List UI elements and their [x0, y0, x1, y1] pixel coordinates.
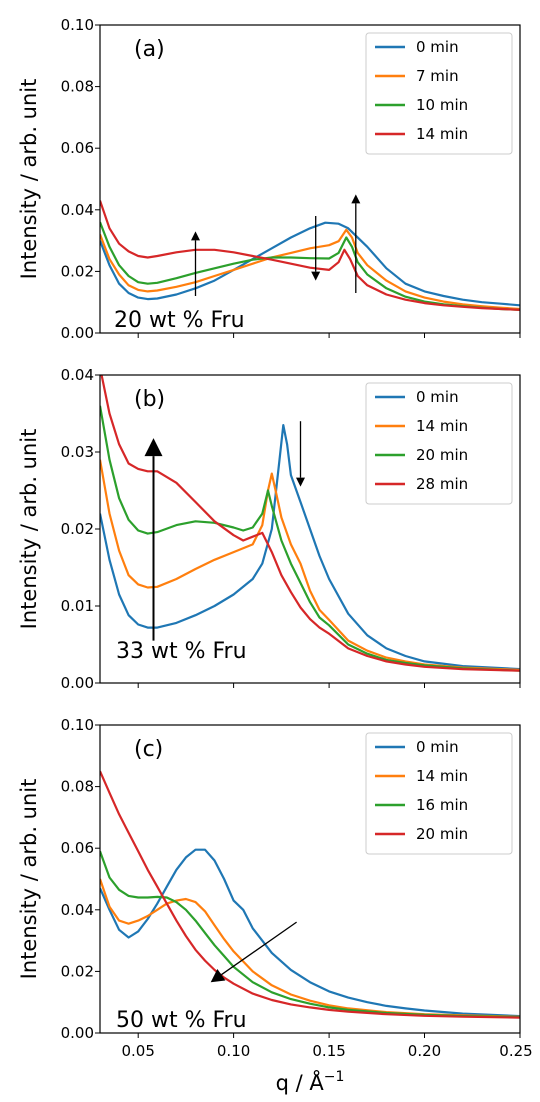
panel-b-legend: 0 min 14 min 20 min 28 min	[365, 382, 513, 505]
panel-a-lines	[100, 200, 520, 311]
panel-c-lines	[100, 770, 520, 1019]
panel-b-frame	[99, 374, 521, 684]
panel-b-annotation: 33 wt % Fru	[116, 639, 247, 664]
legend-label: 0 min	[416, 38, 459, 56]
legend-box	[365, 32, 513, 155]
legend-box	[365, 382, 513, 505]
x-axis-label: q / Å−1	[276, 1069, 345, 1095]
panel-a: 0.00 0.02 0.04 0.06 0.08 0.10 Intensity …	[17, 16, 521, 342]
x-tick-labels: 0.05 0.10 0.15 0.20 0.25	[121, 1042, 532, 1060]
series-line-0-min	[100, 221, 520, 307]
series-line-16-min	[100, 850, 520, 1019]
panel-a-arrows	[191, 194, 361, 296]
panel-b-ytick-label: 0.00	[61, 674, 94, 692]
series-line-20-min	[100, 405, 520, 672]
x-axis-label-main: q / Å	[276, 1069, 325, 1095]
panel-c-label: (c)	[134, 737, 163, 762]
panel-b-ytick-label: 0.04	[61, 366, 94, 384]
arrow-shaft	[221, 921, 297, 976]
panel-c-ytick-label: 0.10	[61, 716, 94, 734]
panel-c-annotation: 50 wt % Fru	[116, 1008, 247, 1033]
panel-b-tick-marks	[95, 374, 521, 688]
panel-b: 0.00 0.01 0.02 0.03 0.04 Intensity / arb…	[17, 366, 521, 692]
panel-a-legend: 0 min 7 min 10 min 14 min	[365, 32, 513, 155]
arrow-head	[351, 194, 361, 204]
panel-c-ytick-label: 0.06	[61, 839, 94, 857]
panel-a-tick-marks	[95, 24, 521, 338]
series-line-0-min	[100, 424, 520, 671]
panel-c-ytick-label: 0.02	[61, 962, 94, 980]
panel-a-yticks: 0.00 0.02 0.04 0.06 0.08 0.10	[61, 16, 94, 342]
panel-c-ylabel: Intensity / arb. unit	[17, 779, 41, 980]
series-line-14-min	[100, 878, 520, 1018]
legend-label: 7 min	[416, 67, 459, 85]
legend-label: 16 min	[416, 796, 468, 814]
panel-c-tick-marks	[95, 724, 521, 1038]
panel-c-ytick-label: 0.00	[61, 1024, 94, 1042]
x-tick-label: 0.25	[499, 1042, 532, 1060]
panel-c-ytick-label: 0.04	[61, 901, 94, 919]
panel-b-ytick-label: 0.03	[61, 443, 94, 461]
series-line-20-min	[100, 770, 520, 1019]
legend-label: 14 min	[416, 417, 468, 435]
panel-b-ytick-label: 0.02	[61, 520, 94, 538]
legend-box	[365, 732, 513, 855]
panel-b-ytick-label: 0.01	[61, 597, 94, 615]
panel-a-ytick-label: 0.02	[61, 262, 94, 280]
series-line-28-min	[100, 375, 520, 672]
panel-a-ytick-label: 0.00	[61, 324, 94, 342]
panel-b-lines	[100, 375, 520, 672]
arrow-head	[191, 231, 200, 241]
panel-a-ytick-label: 0.04	[61, 201, 94, 219]
panel-c-yticks: 0.00 0.02 0.04 0.06 0.08 0.10	[61, 716, 94, 1042]
panel-a-ytick-label: 0.10	[61, 16, 94, 34]
x-axis-label-exponent: −1	[324, 1069, 345, 1085]
series-line-14-min	[100, 459, 520, 671]
panel-b-label: (b)	[134, 387, 165, 412]
x-tick-label: 0.05	[121, 1042, 154, 1060]
series-line-0-min	[100, 848, 520, 1018]
panel-a-label: (a)	[134, 37, 165, 62]
arrow-head	[311, 271, 321, 281]
panel-b-plot	[100, 375, 520, 672]
panel-c-legend: 0 min 14 min 16 min 20 min	[365, 732, 513, 855]
legend-label: 14 min	[416, 125, 468, 143]
legend-label: 0 min	[416, 388, 459, 406]
x-tick-label: 0.15	[312, 1042, 345, 1060]
panel-a-frame	[99, 24, 521, 334]
panel-a-plot	[100, 194, 520, 311]
panel-b-ylabel: Intensity / arb. unit	[17, 429, 41, 630]
legend-label: 10 min	[416, 96, 468, 114]
series-line-10-min	[100, 221, 520, 311]
arrow-head	[144, 438, 163, 457]
x-tick-label: 0.20	[408, 1042, 441, 1060]
panel-a-ytick-label: 0.06	[61, 139, 94, 157]
series-line-7-min	[100, 228, 520, 311]
panel-c-ytick-label: 0.08	[61, 778, 94, 796]
panel-c-frame	[99, 724, 521, 1034]
series-line-14-min	[100, 200, 520, 311]
x-tick-label: 0.10	[217, 1042, 250, 1060]
panel-a-ytick-label: 0.08	[61, 78, 94, 96]
legend-label: 14 min	[416, 767, 468, 785]
arrow-head	[210, 969, 226, 983]
legend-label: 0 min	[416, 738, 459, 756]
panel-c-plot	[100, 770, 520, 1019]
legend-label: 28 min	[416, 475, 468, 493]
panel-a-ylabel: Intensity / arb. unit	[17, 79, 41, 280]
panel-b-arrows	[144, 421, 305, 641]
arrow-head	[296, 477, 305, 487]
panel-b-yticks: 0.00 0.01 0.02 0.03 0.04	[61, 366, 94, 692]
legend-label: 20 min	[416, 825, 468, 843]
panel-a-annotation: 20 wt % Fru	[114, 308, 245, 333]
panel-c: 0.00 0.02 0.04 0.06 0.08 0.10 Intensity …	[17, 716, 521, 1042]
legend-label: 20 min	[416, 446, 468, 464]
panel-c-arrows	[210, 921, 297, 983]
